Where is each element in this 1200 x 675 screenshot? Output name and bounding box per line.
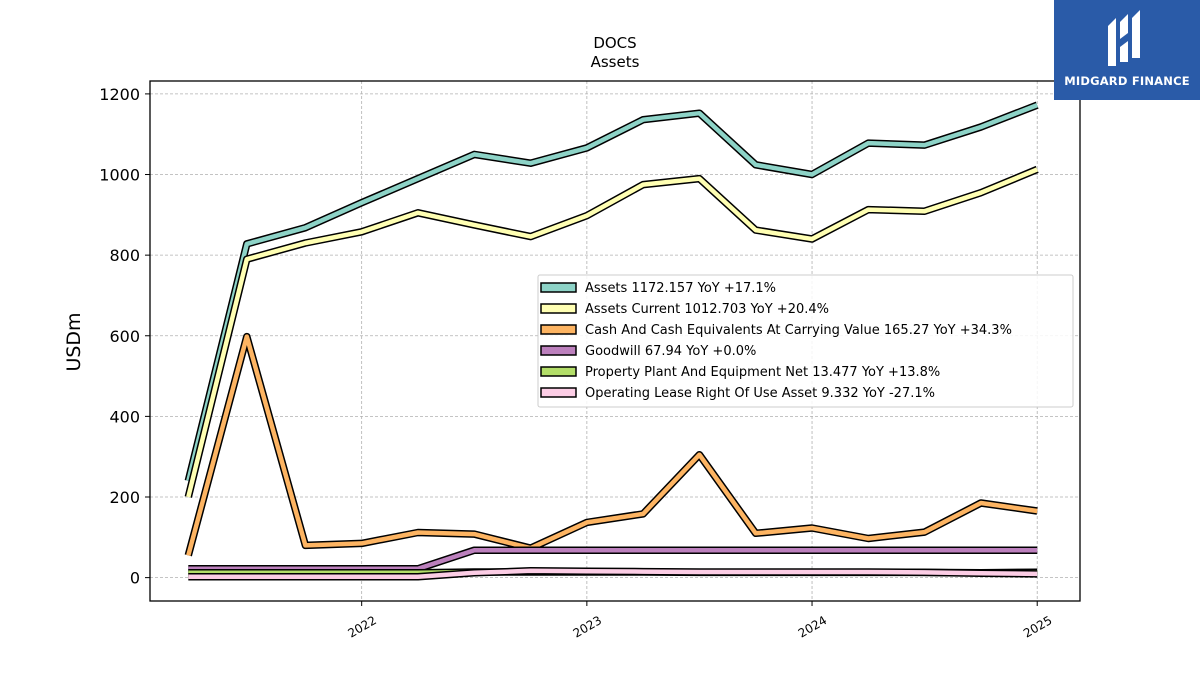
legend-swatch <box>540 303 577 314</box>
legend-entry: Property Plant And Equipment Net 13.477 … <box>585 365 940 380</box>
series-line-5 <box>188 568 1038 580</box>
legend-swatch <box>540 366 577 377</box>
y-tick-label: 0 <box>130 569 140 588</box>
midgard-finance-logo: MIDGARD FINANCE <box>1054 0 1200 100</box>
chart-subtitle: Assets <box>591 53 640 71</box>
series-line-1 <box>186 167 1039 498</box>
y-axis-label: USDm <box>63 312 85 371</box>
y-tick-label: 600 <box>109 327 140 346</box>
chart-title: DOCS <box>593 34 636 52</box>
legend-entry: Operating Lease Right Of Use Asset 9.332… <box>585 386 935 401</box>
series-line-0 <box>186 103 1039 482</box>
logo-text: MIDGARD FINANCE <box>1064 74 1190 88</box>
x-tick-label: 2023 <box>571 613 604 640</box>
y-tick-label: 400 <box>109 407 140 426</box>
y-axis-ticks: 0 200 400 600 800 1000 1200 <box>99 85 150 588</box>
legend-swatch <box>540 324 577 335</box>
y-tick-label: 1000 <box>99 166 140 185</box>
y-tick-label: 200 <box>109 488 140 507</box>
x-tick-label: 2024 <box>796 613 829 640</box>
legend: Assets 1172.157 YoY +17.1% Assets Current… <box>537 274 1074 408</box>
legend-entry: Cash And Cash Equivalents At Carrying Va… <box>585 323 1012 338</box>
midgard-logo-icon <box>1108 10 1140 66</box>
x-axis-ticks: 2022 2023 2024 2025 <box>345 601 1054 641</box>
plot-frame <box>149 80 1081 602</box>
grid-lines <box>150 81 1080 601</box>
x-tick-label: 2022 <box>345 613 378 640</box>
series-outline-3 <box>188 546 1038 573</box>
legend-swatch <box>540 387 577 398</box>
legend-swatch <box>540 282 577 293</box>
series-lines <box>184 101 1039 581</box>
legend-box <box>537 274 1074 408</box>
x-tick-label: 2025 <box>1021 613 1054 640</box>
series-line-2 <box>186 334 1038 556</box>
legend-entry: Assets Current 1012.703 YoY +20.4% <box>585 302 829 317</box>
legend-entry: Assets 1172.157 YoY +17.1% <box>585 281 776 296</box>
y-tick-label: 1200 <box>99 85 140 104</box>
y-tick-label: 800 <box>109 246 140 265</box>
series-line-3 <box>188 547 1038 572</box>
legend-entry: Goodwill 67.94 YoY +0.0% <box>585 344 756 359</box>
legend-swatch <box>540 345 577 356</box>
